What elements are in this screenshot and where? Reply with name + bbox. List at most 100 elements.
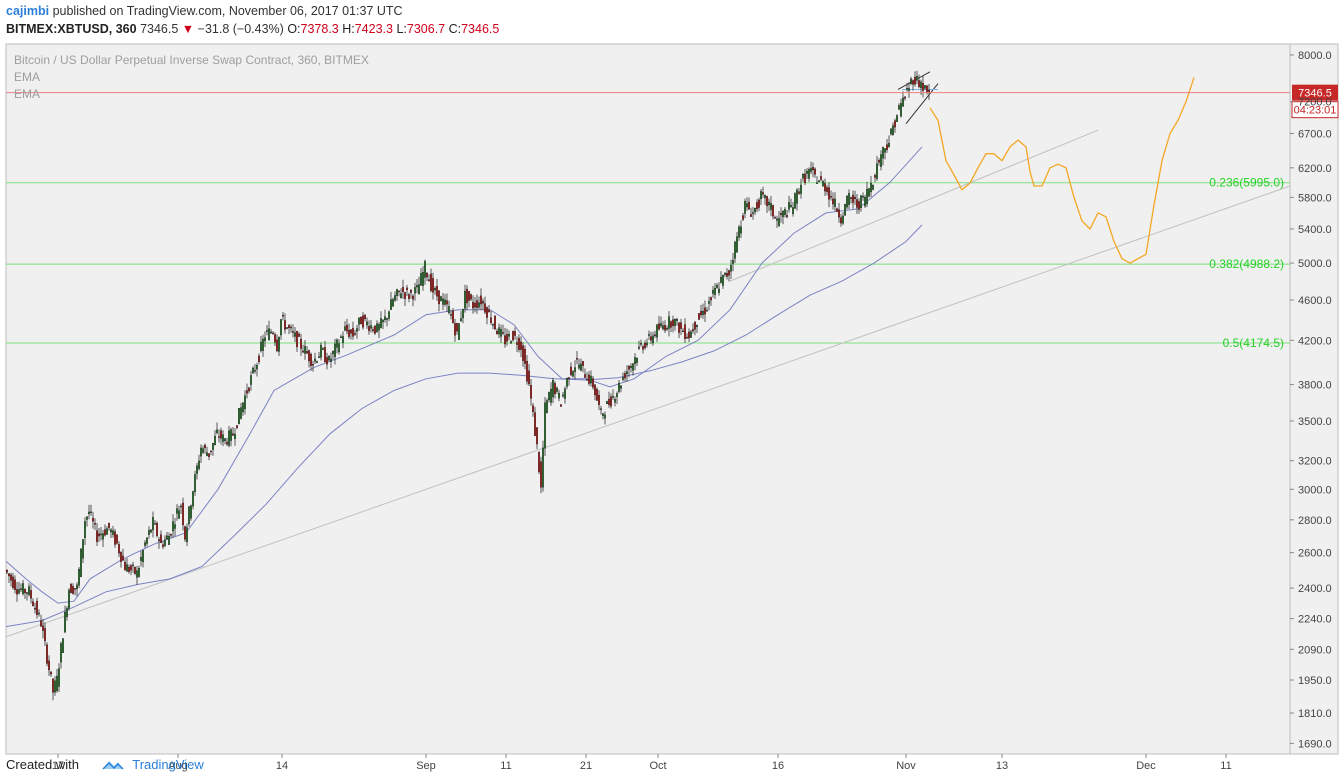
candle-body [646, 342, 648, 346]
candle-body [592, 378, 594, 388]
candle-body [582, 361, 584, 366]
candle-body [572, 371, 574, 377]
candle-body [222, 434, 224, 442]
price-change: −31.8 (−0.43%) [197, 22, 284, 36]
fib-retracement[interactable]: 0.236(5995.0) 0.382(4988.2) 0.5(4174.5) [6, 176, 1290, 350]
x-tick-label: Aug [168, 760, 188, 772]
author-link[interactable]: cajimbi [6, 4, 50, 18]
candle-body [696, 324, 698, 327]
x-tick-label: 21 [580, 760, 592, 772]
candle-body [302, 350, 304, 353]
candle-body [764, 195, 766, 199]
candle-body [714, 288, 716, 295]
candle-body [514, 331, 516, 336]
candle-body [510, 341, 512, 344]
candle-body [496, 330, 498, 335]
candle-body [176, 508, 178, 514]
candle-body [728, 270, 730, 276]
candle-body [362, 315, 364, 328]
candle-body [294, 332, 296, 337]
candle-body [62, 638, 64, 653]
candle-body [626, 371, 628, 374]
candle-body [628, 366, 630, 370]
price-axis[interactable] [1289, 43, 1339, 755]
candle-body [698, 313, 700, 320]
candle-body [568, 377, 570, 379]
candle-body [498, 327, 500, 335]
candle-body [668, 316, 670, 329]
candle-body [414, 287, 416, 294]
candle-body [144, 542, 146, 546]
trendlines[interactable] [5, 71, 1291, 638]
candle-body [100, 533, 102, 536]
candle-body [820, 176, 822, 180]
tradingview-link[interactable]: TradingView [132, 757, 204, 772]
plot-area[interactable] [5, 43, 1291, 755]
candle-body [310, 353, 312, 366]
x-tick-label: Oct [649, 760, 666, 772]
candle-body [40, 620, 42, 627]
close-label: C: [448, 22, 462, 36]
candle-body [146, 537, 148, 544]
candle-body [780, 213, 782, 216]
candle-body [734, 241, 736, 259]
candle-body [604, 414, 606, 419]
candle-body [396, 289, 398, 296]
candle-body [834, 198, 836, 207]
candle-body [276, 339, 278, 352]
candle-body [862, 195, 864, 198]
candle-body [856, 199, 858, 208]
trendline [729, 129, 1099, 282]
candle-body [324, 347, 326, 363]
candle-body [864, 197, 866, 207]
candle-body [704, 307, 706, 315]
candle-body [464, 290, 466, 309]
candle-body [196, 465, 198, 474]
candle-body [280, 319, 282, 336]
candle-body [870, 183, 872, 193]
candle-body [844, 204, 846, 216]
candle-body [370, 325, 372, 329]
candle-body [76, 584, 78, 589]
candle-body [300, 338, 302, 349]
candle-body [106, 528, 108, 535]
candle-body [428, 279, 430, 282]
candle-body [326, 357, 328, 365]
candle-body [882, 147, 884, 159]
candle-body [126, 564, 128, 572]
candle-body [720, 277, 722, 283]
candle-body [458, 323, 460, 340]
candle-body [768, 201, 770, 206]
candle-body [306, 351, 308, 354]
candle-body [518, 337, 520, 350]
candle-body [894, 120, 896, 128]
candle-body [352, 327, 354, 337]
candle-body [354, 333, 356, 335]
candle-body [54, 680, 56, 693]
candle-body [44, 628, 46, 642]
candle-body [830, 196, 832, 198]
candle-body [124, 561, 126, 571]
candle-body [744, 201, 746, 214]
candle-body [244, 395, 246, 410]
candle-body [6, 569, 8, 573]
candle-body [914, 76, 916, 85]
candle-body [372, 329, 374, 331]
candle-body [38, 612, 40, 615]
candle-body [132, 564, 134, 567]
candle-body [364, 314, 366, 320]
candle-body [288, 325, 290, 328]
candle-body [214, 435, 216, 445]
y-tick-label: 3200.0 [1298, 456, 1332, 468]
ema-slow-line [5, 224, 923, 628]
candle-body [596, 389, 598, 401]
candle-body [400, 293, 402, 298]
projection-path[interactable] [929, 77, 1195, 264]
candle-body [526, 361, 528, 382]
y-tick-label: 2800.0 [1298, 515, 1332, 527]
y-tick-label: 8000.0 [1298, 50, 1332, 62]
candle-body [772, 205, 774, 217]
candle-body [508, 333, 510, 337]
candle-body [358, 317, 360, 325]
